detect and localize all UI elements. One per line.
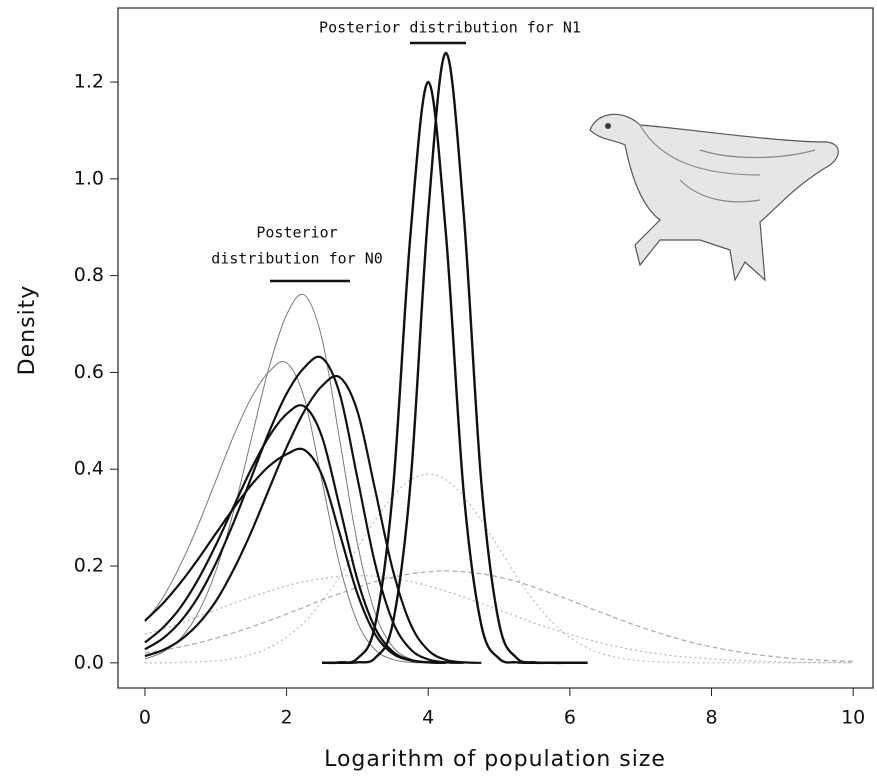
y-tick-label: 1.2 [74,71,104,93]
density-curve [144,355,464,664]
density-curve [144,293,446,664]
density-curve [144,447,446,664]
x-tick-label: 6 [564,707,576,729]
y-axis-label: Density [15,285,40,376]
x-tick-label: 4 [422,707,434,729]
density-curve [144,473,854,664]
y-tick-label: 0.4 [74,458,104,480]
y-tick-label: 0.8 [74,264,104,286]
annotation: Posterior distribution for N1 [319,19,581,37]
bird-illustration [589,113,839,282]
density-curve [144,361,429,664]
x-tick-label: 2 [281,707,293,729]
annotation: distribution for N0 [211,250,383,268]
density-curve [321,80,588,665]
y-tick-label: 1.0 [74,167,104,189]
x-axis-label: Logarithm of population size [324,747,666,772]
x-tick-label: 10 [841,707,865,729]
density-curve [144,570,854,662]
y-tick-label: 0.2 [74,555,104,577]
plot-frame [117,7,874,689]
x-tick-label: 0 [139,707,151,729]
annotation: Posterior [256,224,337,242]
y-tick-label: 0.0 [74,651,104,673]
y-tick-label: 0.6 [74,361,104,383]
density-curve [144,404,446,664]
density-curve [144,575,854,664]
x-tick-label: 8 [705,707,717,729]
density-curve [144,374,482,664]
